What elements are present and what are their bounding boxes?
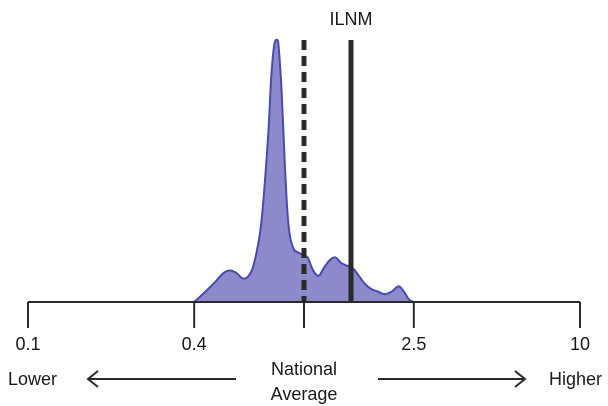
direction-legend: Lower National Average Higher	[8, 359, 602, 404]
right-arrowhead	[514, 370, 527, 388]
x-tick-label: 0.4	[182, 334, 207, 354]
x-tick-label: 10	[570, 334, 590, 354]
x-axis-ticks: 0.1 0.4 2.5 10	[15, 302, 590, 354]
lower-label: Lower	[8, 369, 57, 389]
reference-lines: ILNM	[301, 9, 373, 302]
national-average-label-line1: National	[271, 359, 337, 379]
higher-label: Higher	[549, 369, 602, 389]
density-area-group	[193, 38, 415, 303]
x-axis: 0.1 0.4 2.5 10	[15, 301, 590, 354]
left-arrowhead	[86, 370, 99, 388]
x-tick-label: 2.5	[401, 334, 426, 354]
ilnm-label: ILNM	[329, 9, 372, 29]
x-tick-label: 0.1	[15, 334, 40, 354]
density-area	[193, 38, 415, 303]
national-average-label-line2: Average	[271, 384, 338, 404]
